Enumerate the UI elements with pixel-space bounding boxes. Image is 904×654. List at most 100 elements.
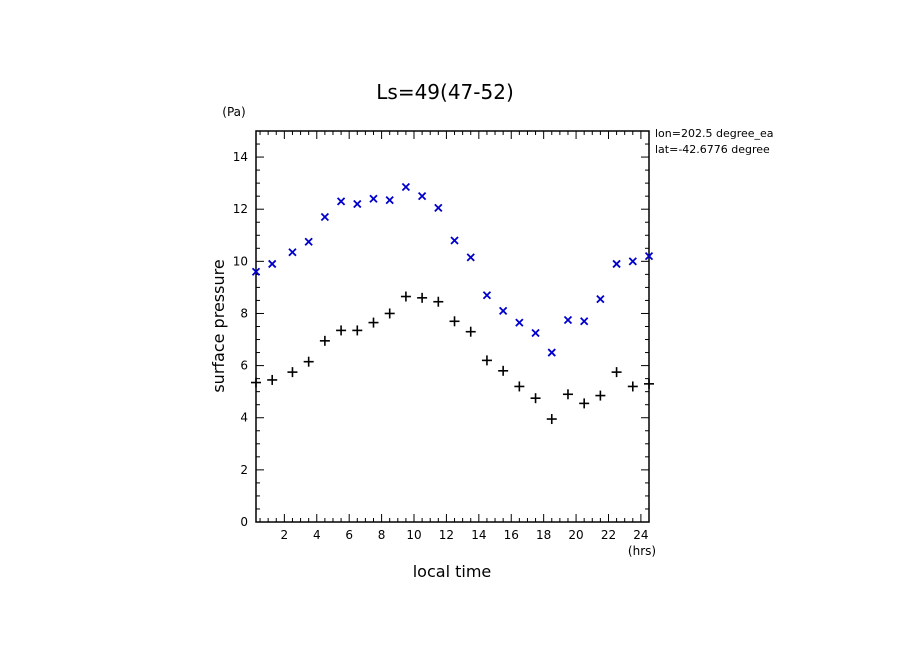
data-point-plus-marker [368,317,379,328]
marker-stroke [531,328,540,338]
data-point-plus-marker [267,374,278,385]
data-point-plus-marker [627,381,638,392]
marker-stroke [563,315,573,325]
marker-stroke [628,257,637,266]
marker-stroke [434,203,443,213]
data-point-plus-marker [319,335,330,346]
marker-stroke [353,199,362,209]
marker-stroke [336,197,346,206]
data-point-x-marker [320,212,330,222]
data-point-plus-marker [336,325,347,336]
data-point-plus-marker [303,356,314,367]
marker-stroke [482,291,492,300]
marker-stroke [417,192,427,201]
chart-title: Ls=49(47-52) [376,80,514,104]
data-point-plus-marker [644,378,654,389]
marker-stroke [268,259,277,269]
marker-stroke [515,318,524,327]
marker-stroke [304,237,313,246]
data-point-plus-marker [530,393,541,404]
marker-stroke [466,253,475,262]
data-point-x-marker [563,315,573,325]
annotation-lon: lon=202.5 degree_ea [655,127,774,140]
marker-stroke [499,306,508,315]
marker-stroke [450,236,459,245]
data-point-x-marker [434,203,443,213]
data-point-x-marker [288,248,297,257]
data-point-plus-marker [498,365,509,376]
marker-stroke [547,348,556,357]
data-point-x-marker [385,195,394,205]
data-point-plus-marker [465,326,476,337]
data-point-plus-marker [449,316,460,327]
marker-stroke [385,195,394,205]
y-tick-label: 4 [240,411,248,425]
marker-stroke [369,194,378,203]
data-point-plus-marker [562,389,573,400]
marker-stroke [251,267,261,276]
data-point-x-marker [612,259,621,269]
y-tick-label: 14 [233,150,248,164]
x-tick-label: 20 [568,528,583,542]
x-axis-label: local time [413,562,492,581]
data-point-x-marker [515,318,524,327]
x-tick-label: 10 [406,528,421,542]
x-tick-label: 18 [536,528,551,542]
x-tick-label: 8 [378,528,386,542]
data-point-x-marker [369,194,378,203]
data-point-plus-marker [352,325,363,336]
data-point-x-marker [596,294,605,304]
marker-stroke [644,251,654,261]
data-point-x-marker [482,291,492,300]
x-axis-unit: (hrs) [628,544,656,558]
data-point-x-marker [417,192,427,201]
x-tick-label: 2 [281,528,289,542]
marker-stroke [596,294,605,304]
x-tick-label: 4 [313,528,321,542]
data-point-x-marker [547,348,556,357]
plot-frame [255,130,650,523]
y-tick-label: 0 [240,515,248,529]
y-axis-label: surface pressure [209,259,228,392]
marker-stroke [612,259,621,269]
annotation-lat: lat=-42.6776 degree [655,143,770,156]
data-point-plus-marker [384,308,395,319]
data-point-plus-marker [579,398,590,409]
data-point-x-marker [644,251,654,261]
marker-stroke [288,248,297,257]
x-tick-label: 22 [601,528,616,542]
data-point-x-marker [531,328,540,338]
data-point-plus-marker [546,414,557,425]
x-tick-label: 12 [439,528,454,542]
x-tick-label: 16 [504,528,519,542]
data-point-x-marker [580,317,589,326]
data-point-plus-marker [611,367,622,378]
data-point-plus-marker [514,381,525,392]
data-point-plus-marker [417,292,428,303]
marker-stroke [320,212,330,222]
data-point-x-marker [353,199,362,209]
y-tick-label: 12 [233,202,248,216]
x-tick-label: 6 [345,528,353,542]
data-point-plus-marker [595,390,606,401]
data-point-plus-marker [287,367,298,378]
y-axis-unit: (Pa) [222,105,245,119]
data-point-x-marker [304,237,313,246]
y-tick-label: 2 [240,463,248,477]
x-tick-label: 14 [471,528,486,542]
data-point-x-marker [628,257,637,266]
data-point-x-marker [268,259,277,269]
data-point-plus-marker [400,291,411,302]
x-tick-label: 24 [633,528,648,542]
data-point-x-marker [499,306,508,315]
data-point-x-marker [336,197,346,206]
y-tick-label: 6 [240,359,248,373]
marker-stroke [580,317,589,326]
data-point-plus-marker [481,355,492,366]
data-point-x-marker [251,267,261,276]
marker-stroke [401,182,411,192]
data-point-x-marker [450,236,459,245]
data-point-plus-marker [251,377,261,388]
y-tick-label: 10 [233,254,248,268]
